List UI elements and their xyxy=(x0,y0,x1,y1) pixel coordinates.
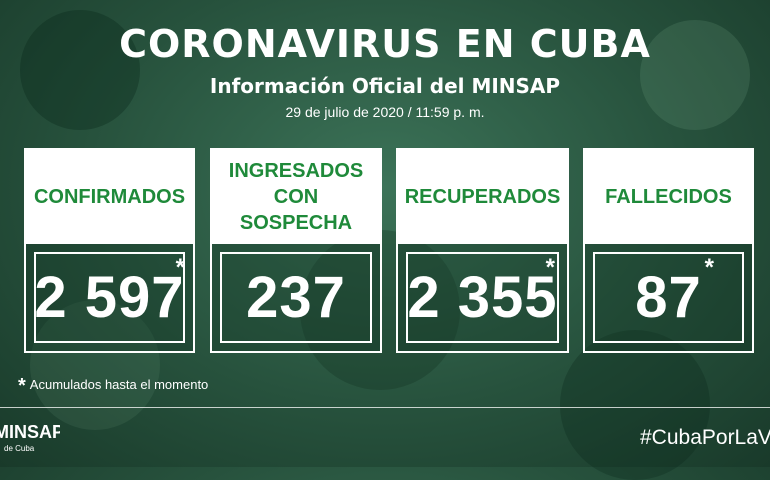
stat-value-box: 2 597 * xyxy=(26,244,193,351)
stat-card-fallecidos: FALLECIDOS 87 * xyxy=(583,148,754,353)
report-date: 29 de julio de 2020 / 11:59 p. m. xyxy=(285,104,485,120)
value-frame xyxy=(34,252,185,343)
stat-value-box: 87 * xyxy=(585,244,752,351)
virus-decoration xyxy=(20,10,140,130)
virus-decoration xyxy=(640,20,750,130)
footnote-text: Acumulados hasta el momento xyxy=(29,377,209,392)
footnote-marker: * xyxy=(18,375,26,397)
asterisk-marker: * xyxy=(704,254,714,281)
stat-value-box: 237 xyxy=(212,244,380,351)
hashtag: #CubaPorLaVida xyxy=(640,426,770,449)
logo-subtext: de Cuba xyxy=(4,444,35,453)
asterisk-marker: * xyxy=(545,254,555,281)
stat-value: 87 xyxy=(635,265,702,330)
value-frame xyxy=(406,252,559,343)
page-subtitle: Información Oficial del MINSAP xyxy=(209,74,561,98)
stat-card-ingresados: INGRESADOS CON SOSPECHA 237 xyxy=(210,148,382,353)
virus-decoration xyxy=(30,300,160,430)
stat-label: CONFIRMADOS xyxy=(26,150,193,244)
stat-value: 237 xyxy=(246,265,346,330)
stat-card-recuperados: RECUPERADOS 2 355 * xyxy=(396,148,569,353)
virus-decoration xyxy=(560,330,710,480)
logo-text: MINSAP xyxy=(0,422,60,442)
stat-value-box: 2 355 * xyxy=(398,244,567,351)
minsap-logo: MINSAP de Cuba xyxy=(0,420,60,458)
page-title: CORONAVIRUS EN CUBA xyxy=(119,22,651,66)
stat-value: 2 355 xyxy=(407,265,558,330)
value-frame xyxy=(220,252,372,343)
stat-card-confirmados: CONFIRMADOS 2 597 * xyxy=(24,148,195,353)
stat-label: INGRESADOS CON SOSPECHA xyxy=(212,150,380,244)
footnote: * Acumulados hasta el momento xyxy=(18,375,208,398)
asterisk-marker: * xyxy=(175,254,185,281)
value-frame xyxy=(593,252,744,343)
stat-label: FALLECIDOS xyxy=(585,150,752,244)
stat-label: RECUPERADOS xyxy=(398,150,567,244)
footer-divider xyxy=(0,407,770,408)
stat-value: 2 597 xyxy=(34,265,185,330)
